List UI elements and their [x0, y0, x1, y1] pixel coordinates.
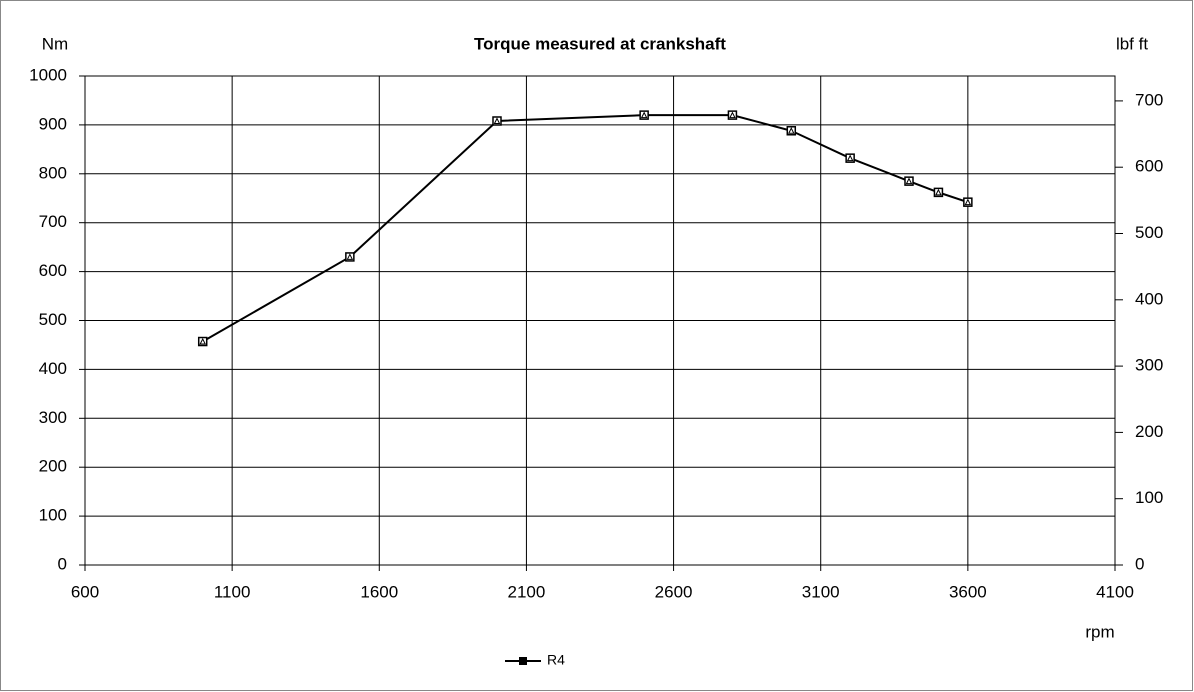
y-tick-label: 800	[39, 163, 67, 182]
data-point-inner	[935, 188, 942, 196]
x-tick-label: 2600	[655, 582, 693, 601]
data-point-inner	[964, 198, 972, 206]
y2-tick-label: 500	[1135, 223, 1163, 242]
y-tick-label: 900	[39, 114, 67, 133]
data-point	[786, 126, 797, 136]
legend-label: R4	[547, 652, 565, 668]
data-point-inner	[787, 127, 795, 134]
y2-tick-label: 400	[1135, 289, 1163, 308]
data-point-inner	[346, 253, 354, 260]
y2-tick-label: 0	[1135, 554, 1144, 573]
y-tick-label: 100	[39, 506, 67, 525]
y2-axis-label: lbf ft	[1116, 34, 1148, 53]
data-point-inner	[905, 177, 913, 185]
x-tick-label: 4100	[1096, 582, 1134, 601]
x-tick-label: 1100	[214, 582, 251, 601]
data-point	[845, 153, 855, 163]
x-tick-label: 3600	[949, 582, 987, 601]
x-axis-label: rpm	[1085, 622, 1114, 641]
y-tick-label: 1000	[29, 65, 67, 84]
x-tick-label: 600	[71, 582, 99, 601]
y-tick-label: 500	[39, 310, 67, 329]
data-point	[197, 336, 208, 347]
y-tick-label: 700	[39, 212, 67, 231]
data-point-inner	[199, 337, 207, 345]
legend-marker	[519, 657, 527, 665]
series-line	[202, 114, 969, 343]
data-point	[492, 116, 502, 126]
data-point	[727, 110, 738, 120]
y2-tick-label: 100	[1135, 488, 1163, 507]
data-point	[963, 197, 973, 207]
x-tick-label: 1600	[360, 582, 398, 601]
data-point	[933, 187, 944, 198]
x-tick-label: 3100	[802, 582, 840, 601]
data-point	[345, 252, 355, 262]
data-point-inner	[729, 111, 736, 119]
data-point	[639, 110, 649, 120]
data-point-inner	[493, 117, 501, 124]
data-point	[904, 176, 914, 186]
y-axis-label: Nm	[42, 34, 68, 53]
y-tick-label: 400	[39, 359, 67, 378]
chart-title: Torque measured at crankshaft	[474, 34, 726, 53]
data-point-inner	[846, 154, 854, 162]
data-point-inner	[640, 111, 648, 119]
y-tick-label: 0	[58, 554, 67, 573]
y-tick-label: 600	[39, 261, 67, 280]
y2-tick-label: 600	[1135, 157, 1163, 176]
plot-border	[84, 75, 1116, 566]
y-tick-label: 300	[39, 408, 67, 427]
y2-tick-label: 200	[1135, 422, 1163, 441]
x-tick-label: 2100	[508, 582, 546, 601]
y-tick-label: 200	[39, 457, 67, 476]
y2-tick-label: 700	[1135, 90, 1163, 109]
y2-tick-label: 300	[1135, 356, 1163, 375]
